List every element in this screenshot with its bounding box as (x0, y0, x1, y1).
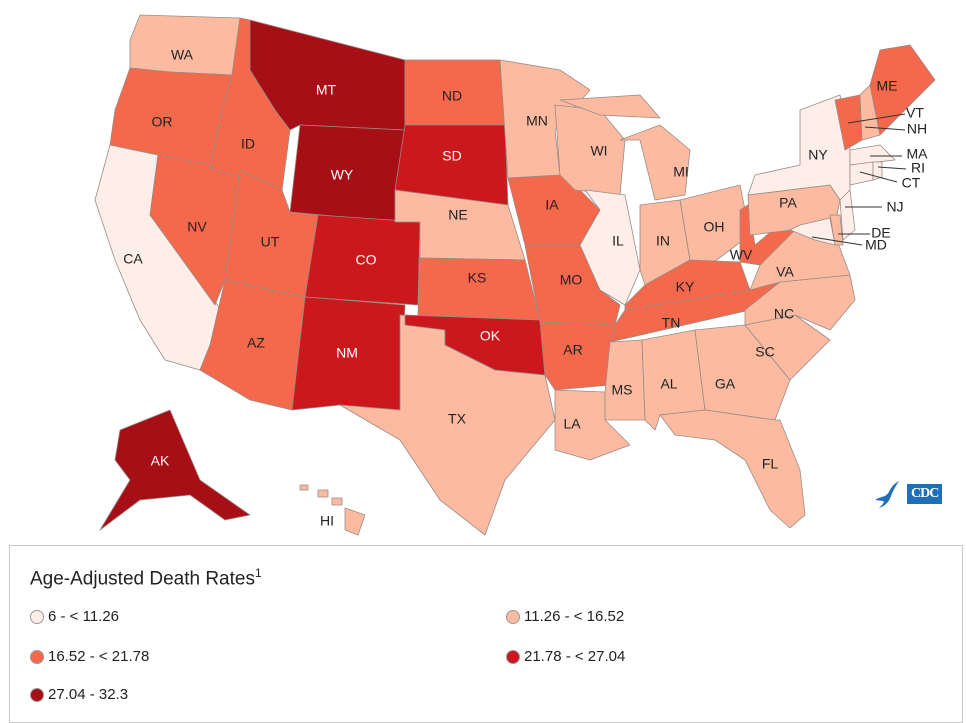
label-VA: VA (776, 264, 794, 280)
label-ME: ME (877, 78, 898, 94)
label-AK: AK (151, 453, 170, 469)
label-KS: KS (468, 270, 487, 286)
legend-item: 6 - < 11.26 (30, 608, 119, 625)
label-MA: MA (907, 146, 929, 162)
footnote-marker: 1 (254, 566, 262, 580)
label-SC: SC (755, 344, 774, 360)
label-MS: MS (612, 382, 633, 398)
state-RI[interactable] (872, 161, 883, 181)
state-CT[interactable] (849, 161, 874, 186)
label-AL: AL (660, 376, 677, 392)
cdc-logo-text: CDC (907, 484, 943, 504)
label-PA: PA (779, 195, 797, 211)
label-IA: IA (545, 197, 559, 213)
label-VT: VT (906, 105, 924, 121)
state-WA[interactable] (129, 14, 241, 76)
hhs-eagle-icon (875, 481, 899, 508)
legend-title: Age-Adjusted Death Rates1 (30, 566, 262, 590)
state-MD[interactable] (789, 217, 836, 246)
label-CT: CT (902, 175, 921, 191)
label-WA: WA (171, 47, 194, 63)
label-IL: IL (612, 233, 624, 249)
label-TX: TX (448, 411, 467, 427)
label-HI: HI (320, 513, 334, 529)
label-FL: FL (762, 456, 779, 472)
label-OR: OR (152, 114, 173, 130)
label-NV: NV (187, 219, 207, 235)
legend-swatch-icon (30, 687, 44, 702)
state-OH[interactable] (679, 184, 751, 266)
state-FL[interactable] (659, 409, 806, 529)
label-SD: SD (442, 148, 461, 164)
legend-item: 21.78 - < 27.04 (506, 648, 625, 665)
label-NC: NC (774, 306, 794, 322)
label-MN: MN (526, 113, 548, 129)
legend-swatch-icon (30, 609, 44, 624)
label-MD: MD (865, 237, 887, 253)
label-AZ: AZ (247, 335, 265, 351)
label-MI: MI (673, 164, 689, 180)
label-ND: ND (442, 88, 462, 104)
label-RI: RI (911, 160, 925, 176)
state-HI[interactable] (344, 507, 366, 536)
label-WI: WI (590, 143, 607, 159)
label-AR: AR (563, 342, 582, 358)
legend-swatch-icon (30, 649, 44, 664)
state-MI[interactable] (619, 124, 691, 201)
cdc-logo: CDC (873, 478, 943, 510)
state-ME[interactable] (869, 44, 936, 136)
label-NE: NE (448, 207, 467, 223)
label-DE: DE (871, 225, 890, 241)
label-NY: NY (808, 147, 828, 163)
state-IL[interactable] (579, 189, 641, 306)
us-choropleth-map: WA OR CA NV ID MT WY UT CO AZ NM ND SD N… (94, 14, 936, 536)
label-WV: WV (730, 247, 753, 263)
label-IN: IN (656, 233, 670, 249)
legend-swatch-icon (506, 649, 520, 664)
legend: Age-Adjusted Death Rates1 6 - < 11.26 11… (9, 545, 963, 723)
state-AR[interactable] (539, 321, 616, 391)
label-ID: ID (241, 136, 255, 152)
label-OH: OH (704, 219, 725, 235)
state-MS[interactable] (604, 339, 646, 421)
state-AK[interactable] (99, 409, 251, 531)
legend-item: 16.52 - < 21.78 (30, 648, 149, 665)
state-HI[interactable] (331, 497, 343, 506)
legend-item: 27.04 - 32.3 (30, 686, 128, 703)
state-MI[interactable] (559, 94, 661, 119)
state-GA[interactable] (694, 324, 791, 421)
state-HI[interactable] (299, 484, 309, 491)
state-KS[interactable] (417, 257, 541, 321)
state-NY[interactable] (747, 94, 851, 201)
legend-swatch-icon (506, 609, 520, 624)
label-NH: NH (907, 121, 927, 137)
label-CO: CO (356, 252, 377, 268)
label-NJ: NJ (886, 199, 903, 215)
label-MT: MT (316, 82, 337, 98)
label-OK: OK (480, 328, 501, 344)
label-NM: NM (336, 345, 358, 361)
legend-item: 11.26 - < 16.52 (506, 608, 624, 625)
state-MA[interactable] (849, 144, 896, 166)
label-GA: GA (715, 376, 736, 392)
label-LA: LA (563, 416, 581, 432)
label-WY: WY (331, 167, 354, 183)
label-TN: TN (662, 315, 681, 331)
leader-lines (811, 113, 907, 246)
label-CA: CA (123, 251, 143, 267)
label-UT: UT (261, 234, 280, 250)
label-KY: KY (676, 279, 695, 295)
state-HI[interactable] (317, 489, 329, 498)
label-MO: MO (560, 272, 583, 288)
state-NJ[interactable] (839, 189, 856, 241)
